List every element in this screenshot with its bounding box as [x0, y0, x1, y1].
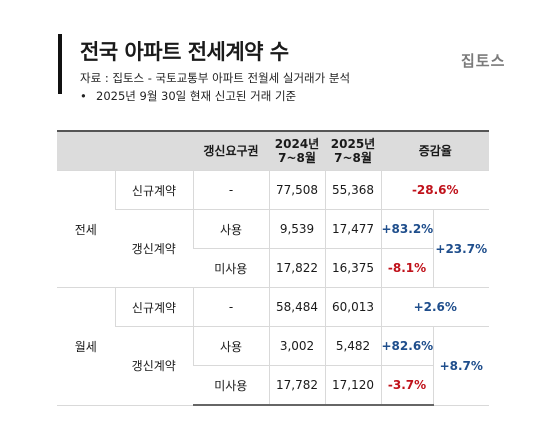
change-cell: -3.7% [380, 365, 433, 406]
zibtos-logo: 집토스 [461, 52, 506, 70]
table-header-row: 갱신요구권 2024년 7~8월 2025년 7~8월 증감율 [57, 130, 489, 171]
table-row: 미사용 17,782 17,120 -3.7% [57, 365, 489, 406]
contracts-table: 갱신요구권 2024년 7~8월 2025년 7~8월 증감율 전세 신규계약 - … [57, 130, 489, 406]
header-cell-change: 증감율 [380, 130, 489, 171]
value-2024-cell: 17,822 [268, 248, 325, 288]
value-2025-cell: 17,477 [324, 209, 381, 249]
table-row: 월세 신규계약 - 58,484 60,013 +2.6% [57, 287, 489, 406]
value-2024-cell: 3,002 [268, 326, 325, 366]
value-2025-cell: 55,368 [324, 170, 381, 210]
change-cell: -28.6% [380, 170, 489, 210]
header-cell-2025: 2025년 7~8월 [324, 130, 381, 171]
header-cell-type [114, 130, 193, 171]
page-title: 전국 아파트 전세계약 수 [80, 40, 289, 64]
table-row: 갱신계약 사용 3,002 5,482 +82.6% +8.7% [57, 326, 489, 406]
renewal-right-cell: 사용 [192, 209, 269, 249]
change-cell: +2.6% [380, 287, 489, 327]
table-row: 갱신계약 사용 9,539 17,477 +83.2% +23.7% [57, 209, 489, 288]
renewal-right-cell: 미사용 [193, 248, 269, 288]
bullet-icon: • [80, 89, 87, 103]
table-row: 전세 신규계약 - 77,508 55,368 -28.6% [57, 170, 489, 288]
value-2024-cell: 9,539 [268, 209, 325, 249]
change-cell: +83.2% [380, 209, 433, 249]
header-2025-line1: 2025년 [330, 137, 376, 151]
value-2024-cell: 77,508 [268, 170, 325, 210]
change-cell: -8.1% [380, 248, 433, 288]
source-text: 자료 : 집토스 - 국토교통부 아파트 전월세 실거래가 분석 [80, 71, 351, 85]
value-2025-cell: 5,482 [324, 326, 381, 366]
value-2025-cell: 17,120 [324, 365, 381, 406]
header-cell-group [57, 130, 115, 171]
title-accent-bar [58, 34, 62, 94]
change-cell: +82.6% [380, 326, 433, 366]
header-2025-line2: 7~8월 [334, 151, 372, 165]
note-label: 2025년 9월 30일 현재 신고된 거래 기준 [96, 89, 297, 103]
renewal-right-cell: - [192, 170, 269, 210]
group-label-jeonse: 전세 [57, 170, 115, 288]
renewal-right-cell: - [192, 287, 269, 327]
header-2024-line1: 2024년 [274, 137, 320, 151]
contract-type-cell: 신규계약 [114, 170, 193, 210]
value-2025-cell: 16,375 [324, 248, 381, 288]
renewal-total-change-cell: +8.7% [432, 326, 489, 406]
value-2024-cell: 58,484 [268, 287, 325, 327]
contract-type-cell: 신규계약 [114, 287, 193, 327]
value-2025-cell: 60,013 [324, 287, 381, 327]
contract-type-cell: 갱신계약 [115, 326, 193, 406]
header-cell-2024: 2024년 7~8월 [268, 130, 325, 171]
note-text: • 2025년 9월 30일 현재 신고된 거래 기준 [80, 88, 296, 104]
header-2024-line2: 7~8월 [278, 151, 316, 165]
header-cell-renewal-right: 갱신요구권 [192, 130, 269, 171]
contract-type-cell: 갱신계약 [115, 209, 193, 288]
renewal-right-cell: 미사용 [193, 365, 269, 406]
value-2024-cell: 17,782 [268, 365, 325, 406]
group-label-wolse: 월세 [57, 287, 115, 406]
renewal-total-change-cell: +23.7% [432, 209, 489, 288]
renewal-right-cell: 사용 [192, 326, 269, 366]
